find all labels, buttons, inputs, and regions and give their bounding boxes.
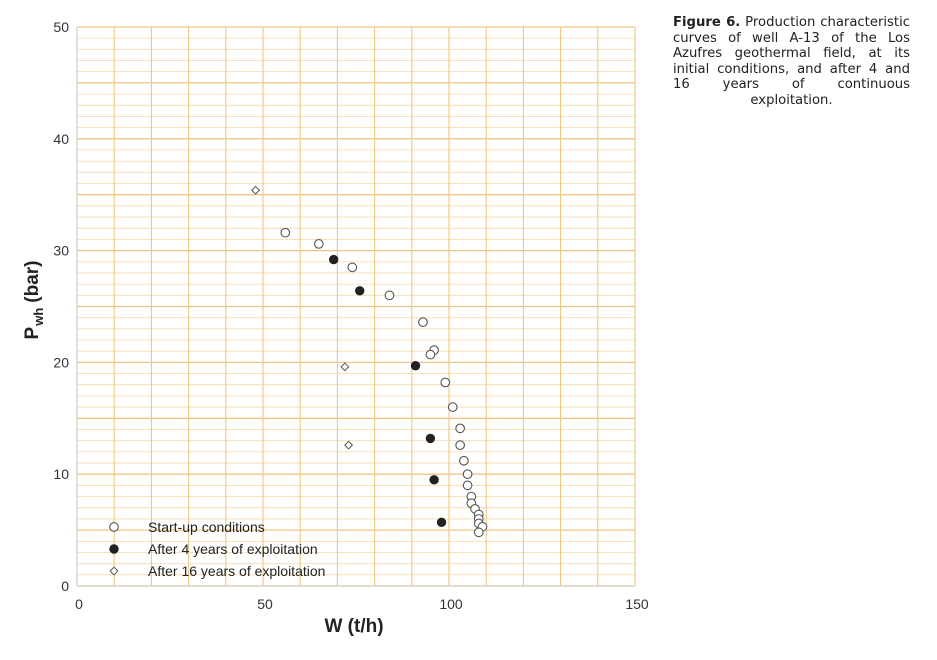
y-tick-labels: 0 10 20 30 40 50 xyxy=(53,19,69,594)
data-point xyxy=(436,517,447,527)
scatter-chart: 0 50 100 150 0 10 20 30 40 50 Start-up condition… xyxy=(22,19,649,637)
y-axis-title: Pwh (bar) xyxy=(22,261,46,340)
data-point xyxy=(251,185,261,195)
data-point xyxy=(418,317,428,328)
data-point xyxy=(355,286,365,296)
y-tick-label: 20 xyxy=(53,354,69,370)
data-point xyxy=(440,377,451,388)
y-tick-label: 10 xyxy=(53,466,69,482)
data-point xyxy=(462,480,473,491)
legend-marker xyxy=(109,544,119,554)
legend-marker xyxy=(109,522,119,532)
x-tick-label: 150 xyxy=(625,596,649,612)
chart-axes xyxy=(76,27,635,587)
data-point xyxy=(455,440,466,450)
chart-legend: Start-up conditions After 4 years of expl… xyxy=(109,519,325,579)
x-tick-label: 100 xyxy=(439,596,463,612)
legend-label: Start-up conditions xyxy=(148,519,265,535)
legend-label: After 16 years of exploitation xyxy=(148,563,325,579)
y-tick-label: 0 xyxy=(61,578,69,594)
data-point xyxy=(429,475,439,485)
figure-caption: Figure 6. Production characteristic curv… xyxy=(673,15,910,109)
data-point xyxy=(447,402,458,412)
y-tick-label: 30 xyxy=(53,243,69,259)
data-point xyxy=(425,349,436,360)
data-point xyxy=(344,440,354,450)
data-point xyxy=(410,361,421,371)
figure-caption-text: Production characteristic curves of well… xyxy=(673,15,910,108)
data-point xyxy=(459,455,469,466)
x-tick-label: 0 xyxy=(75,596,83,612)
data-point xyxy=(425,433,436,444)
y-axis-title-subscript: wh xyxy=(31,308,46,327)
y-axis-title-main: P xyxy=(22,326,43,339)
data-point xyxy=(347,262,358,273)
legend-marker xyxy=(109,566,119,576)
data-point xyxy=(384,290,395,301)
data-point xyxy=(328,254,339,265)
legend-label: After 4 years of exploitation xyxy=(148,541,318,557)
figure-caption-label: Figure 6. xyxy=(673,15,741,30)
data-point xyxy=(313,239,324,249)
x-axis-title: W (t/h) xyxy=(324,616,383,637)
data-point xyxy=(473,527,484,538)
chart-grid xyxy=(76,26,636,587)
data-point xyxy=(340,362,350,372)
data-point xyxy=(455,423,466,434)
data-points xyxy=(251,185,488,538)
data-point xyxy=(280,227,291,238)
x-tick-labels: 0 50 100 150 xyxy=(75,596,649,612)
y-tick-label: 50 xyxy=(53,19,69,35)
data-point xyxy=(462,469,473,480)
x-tick-label: 50 xyxy=(257,596,273,612)
y-tick-label: 40 xyxy=(53,131,69,147)
y-axis-title-unit: (bar) xyxy=(22,261,43,303)
